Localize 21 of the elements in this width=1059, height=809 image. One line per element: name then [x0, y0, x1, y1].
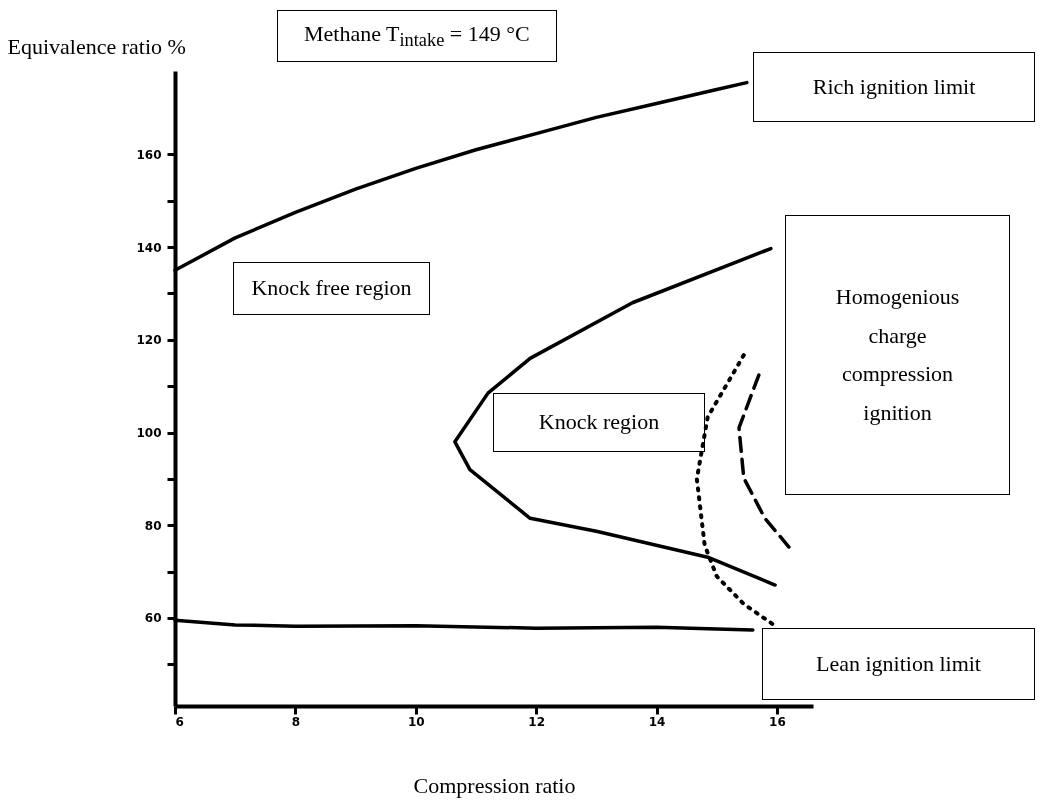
chart-title: Methane T$_{intake}$ = 149 °C	[277, 10, 557, 63]
x-tick-label: 6	[175, 714, 184, 729]
annotation: Knock region	[538, 408, 660, 437]
line-series	[737, 373, 791, 549]
x-tick-label: 16	[769, 714, 786, 729]
x-tick-label: 12	[528, 714, 545, 729]
text: Lean ignition limit	[816, 649, 981, 678]
x-tick-label: 10	[407, 714, 425, 729]
annotation: Rich ignition limit	[812, 72, 976, 101]
y-tick-label: 60	[144, 611, 162, 626]
y-tick-label: 160	[136, 147, 162, 162]
x-axis-title: Compression ratio	[413, 772, 576, 798]
y-tick-label: 80	[144, 518, 162, 533]
annotation: Knock free region	[251, 274, 412, 303]
text: Homogenious charge compression ignition	[835, 283, 960, 427]
y-tick-label: 100	[136, 426, 162, 441]
x-tick-label: 14	[648, 714, 666, 729]
y-axis-title: Equivalence ratio %	[7, 33, 186, 59]
y-tick-label: 120	[136, 333, 162, 348]
x-tick-label: 8	[291, 714, 301, 729]
y-tick-label: 140	[136, 240, 162, 255]
